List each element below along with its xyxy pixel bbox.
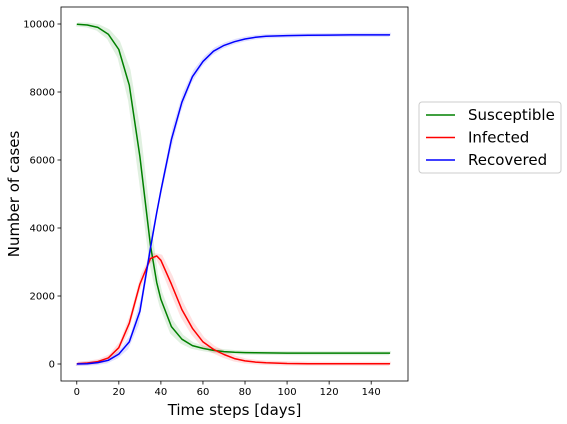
x-tick-label: 60 [197, 387, 210, 398]
x-tick-label: 120 [320, 387, 339, 398]
x-tick-label: 140 [362, 387, 381, 398]
x-axis-ticks: 0 20 40 60 80 100 120 140 [74, 381, 381, 398]
y-axis-ticks: 0 2000 4000 6000 8000 10000 [23, 20, 61, 371]
legend: Susceptible Infected Recovered [419, 102, 561, 173]
x-tick-label: 20 [112, 387, 125, 398]
x-tick-label: 40 [155, 387, 168, 398]
legend-label-infected: Infected [468, 129, 529, 147]
legend-label-recovered: Recovered [468, 151, 547, 169]
x-tick-label: 0 [74, 387, 80, 398]
x-tick-label: 100 [278, 387, 297, 398]
legend-label-susceptible: Susceptible [468, 106, 555, 124]
y-tick-label: 8000 [30, 88, 55, 99]
y-tick-label: 10000 [23, 20, 55, 31]
x-axis-title: Time steps [days] [167, 401, 302, 419]
y-tick-label: 0 [49, 360, 55, 371]
x-tick-label: 80 [239, 387, 252, 398]
y-tick-label: 4000 [30, 224, 55, 235]
y-tick-label: 6000 [30, 156, 55, 167]
y-tick-label: 2000 [30, 292, 55, 303]
plot-area [61, 7, 408, 381]
y-axis-title: Number of cases [5, 131, 23, 258]
